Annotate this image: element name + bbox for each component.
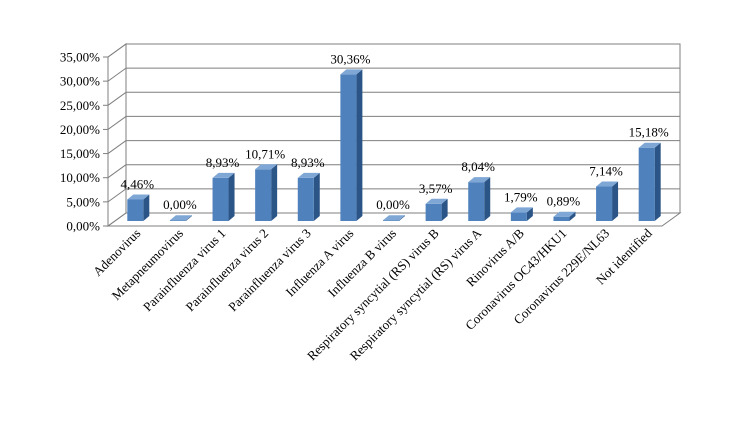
data-labels: 4,46% 0,00% 8,93% 10,71% 8,93% 30,36% 0,00% 3,5… xyxy=(121,51,669,212)
data-label: 3,57% xyxy=(419,181,453,196)
data-label: 8,04% xyxy=(461,159,495,174)
bar-top xyxy=(468,177,491,183)
data-label: 15,18% xyxy=(629,125,669,140)
data-label: 1,79% xyxy=(504,189,538,204)
bar-top xyxy=(383,215,405,221)
data-label: 7,14% xyxy=(589,164,623,179)
bar xyxy=(638,142,661,221)
bar-top xyxy=(297,172,320,178)
bar-top xyxy=(169,215,192,221)
bar-side xyxy=(399,215,405,221)
bar xyxy=(212,172,235,221)
gridline-side xyxy=(107,140,127,154)
bar xyxy=(510,207,533,221)
bar-front xyxy=(425,203,442,221)
bar-top xyxy=(510,207,533,213)
bar-side xyxy=(569,211,576,221)
side-wall xyxy=(107,43,127,227)
bar xyxy=(553,211,576,221)
bar-front xyxy=(510,212,527,221)
gridline-side xyxy=(107,116,127,130)
y-tick-label: 10,00% xyxy=(60,170,100,185)
bar xyxy=(255,164,278,221)
bar-top xyxy=(425,198,448,204)
bar-side xyxy=(313,172,320,221)
bar-side xyxy=(484,177,491,221)
bar-front xyxy=(297,177,314,221)
bar xyxy=(297,172,320,221)
bar-top xyxy=(255,164,278,170)
y-tick-label: 25,00% xyxy=(60,98,100,113)
data-label: 0,89% xyxy=(547,194,581,209)
bar-front xyxy=(596,186,613,221)
bar-front xyxy=(340,74,357,221)
bar-front xyxy=(553,216,570,221)
bar-side xyxy=(143,194,150,221)
bar-side xyxy=(271,164,278,221)
y-tick-label: 0,00% xyxy=(66,219,100,234)
bar-side xyxy=(526,207,533,221)
data-label: 0,00% xyxy=(376,197,410,212)
gridline-side xyxy=(107,91,127,106)
bar-front xyxy=(383,220,399,221)
bar-front xyxy=(212,177,229,221)
bar-top xyxy=(638,142,661,148)
bar-top xyxy=(212,172,235,178)
bar-top xyxy=(553,211,576,217)
y-axis-tick-labels: 0,00% 5,00% 10,00% 15,00% 20,00% 25,00% 30,00%… xyxy=(60,50,109,234)
bar-top xyxy=(340,69,363,75)
y-tick-label: 30,00% xyxy=(60,74,100,89)
y-tick-label: 20,00% xyxy=(60,122,100,137)
y-tick-label: 5,00% xyxy=(66,194,100,209)
gridline-side xyxy=(107,67,127,82)
bar-front xyxy=(638,147,655,221)
bar-side xyxy=(185,215,192,221)
bar-side xyxy=(612,181,619,221)
bar xyxy=(425,198,448,221)
bar xyxy=(383,215,405,221)
bar xyxy=(127,194,150,221)
bar-side xyxy=(356,69,363,221)
data-label: 0,00% xyxy=(163,197,197,212)
bar-side xyxy=(441,198,448,221)
bar xyxy=(340,69,363,221)
bar xyxy=(596,181,619,221)
data-label: 10,71% xyxy=(245,146,285,161)
y-tick-label: 15,00% xyxy=(60,146,100,161)
bar-top xyxy=(127,194,150,200)
gridline-side xyxy=(107,188,127,203)
gridline-side xyxy=(107,164,127,179)
y-tick-label: 35,00% xyxy=(60,50,100,65)
gridline-side xyxy=(107,43,127,58)
floor xyxy=(106,212,682,227)
data-label: 4,46% xyxy=(121,176,155,191)
bars xyxy=(127,69,661,221)
bar xyxy=(468,177,491,221)
bar xyxy=(169,215,192,221)
data-label: 8,93% xyxy=(206,155,240,170)
bar-side xyxy=(654,142,661,221)
bar-front xyxy=(169,220,186,221)
bar-top xyxy=(596,181,619,187)
data-label: 8,93% xyxy=(291,155,325,170)
bar-front xyxy=(468,182,485,221)
gridlines xyxy=(107,43,680,203)
bar-front xyxy=(127,199,144,221)
bar-side xyxy=(228,172,235,221)
data-label: 30,36% xyxy=(330,51,370,66)
bar-front xyxy=(255,169,272,221)
